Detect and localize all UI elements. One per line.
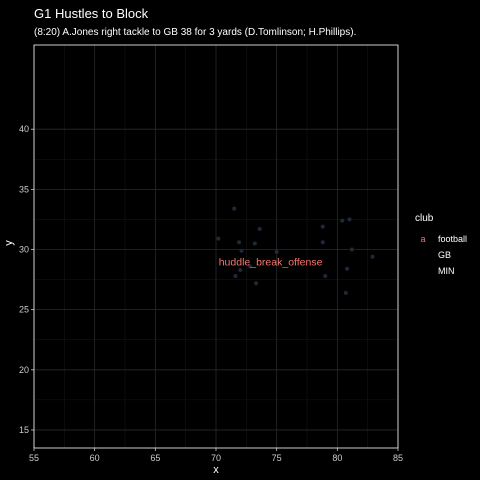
y-tick-label: 35 [19, 184, 29, 194]
legend-label: football [438, 234, 467, 244]
point-gb [247, 264, 252, 269]
legend-title: club [415, 213, 434, 224]
legend-key: a [420, 234, 425, 244]
chart-title: G1 Hustles to Block [34, 6, 149, 21]
x-tick-label: 85 [393, 453, 403, 463]
point-gb [216, 236, 221, 241]
x-axis-ticks: 55 60 65 70 75 80 85 [29, 448, 403, 463]
point-gb [274, 249, 279, 254]
x-tick-label: 65 [150, 453, 160, 463]
y-tick-label: 20 [19, 365, 29, 375]
y-tick-label: 15 [19, 425, 29, 435]
legend-label: GB [438, 250, 451, 260]
point-min [370, 254, 375, 259]
point-gb [237, 240, 242, 245]
point-gb [232, 206, 237, 211]
point-min [347, 217, 352, 222]
x-tick-label: 60 [90, 453, 100, 463]
point-gb [254, 281, 259, 286]
point-gb [239, 248, 244, 253]
legend-label: MIN [438, 266, 455, 276]
point-gb [233, 273, 238, 278]
y-tick-label: 30 [19, 245, 29, 255]
y-tick-label: 25 [19, 305, 29, 315]
x-tick-label: 70 [211, 453, 221, 463]
data-points [216, 206, 375, 295]
y-tick-label: 40 [19, 124, 29, 134]
x-tick-label: 75 [272, 453, 282, 463]
point-min [349, 247, 354, 252]
x-axis-title: x [213, 464, 219, 476]
point-min [320, 240, 325, 245]
legend: club a football GB MIN [415, 213, 467, 276]
point-min [340, 218, 345, 223]
annotation-layer: huddle_break_offense [219, 257, 323, 269]
point-gb [257, 227, 262, 232]
x-tick-label: 55 [29, 453, 39, 463]
point-min [345, 266, 350, 271]
point-min [320, 224, 325, 229]
point-min [323, 273, 328, 278]
annotation-label: huddle_break_offense [219, 257, 323, 269]
point-min [343, 290, 348, 295]
point-gb [238, 267, 243, 272]
x-tick-label: 80 [332, 453, 342, 463]
y-axis-title: y [3, 240, 15, 246]
chart-subtitle: (8:20) A.Jones right tackle to GB 38 for… [34, 27, 356, 38]
y-axis-ticks: 15 20 25 30 35 40 [19, 124, 34, 435]
point-gb [252, 241, 257, 246]
